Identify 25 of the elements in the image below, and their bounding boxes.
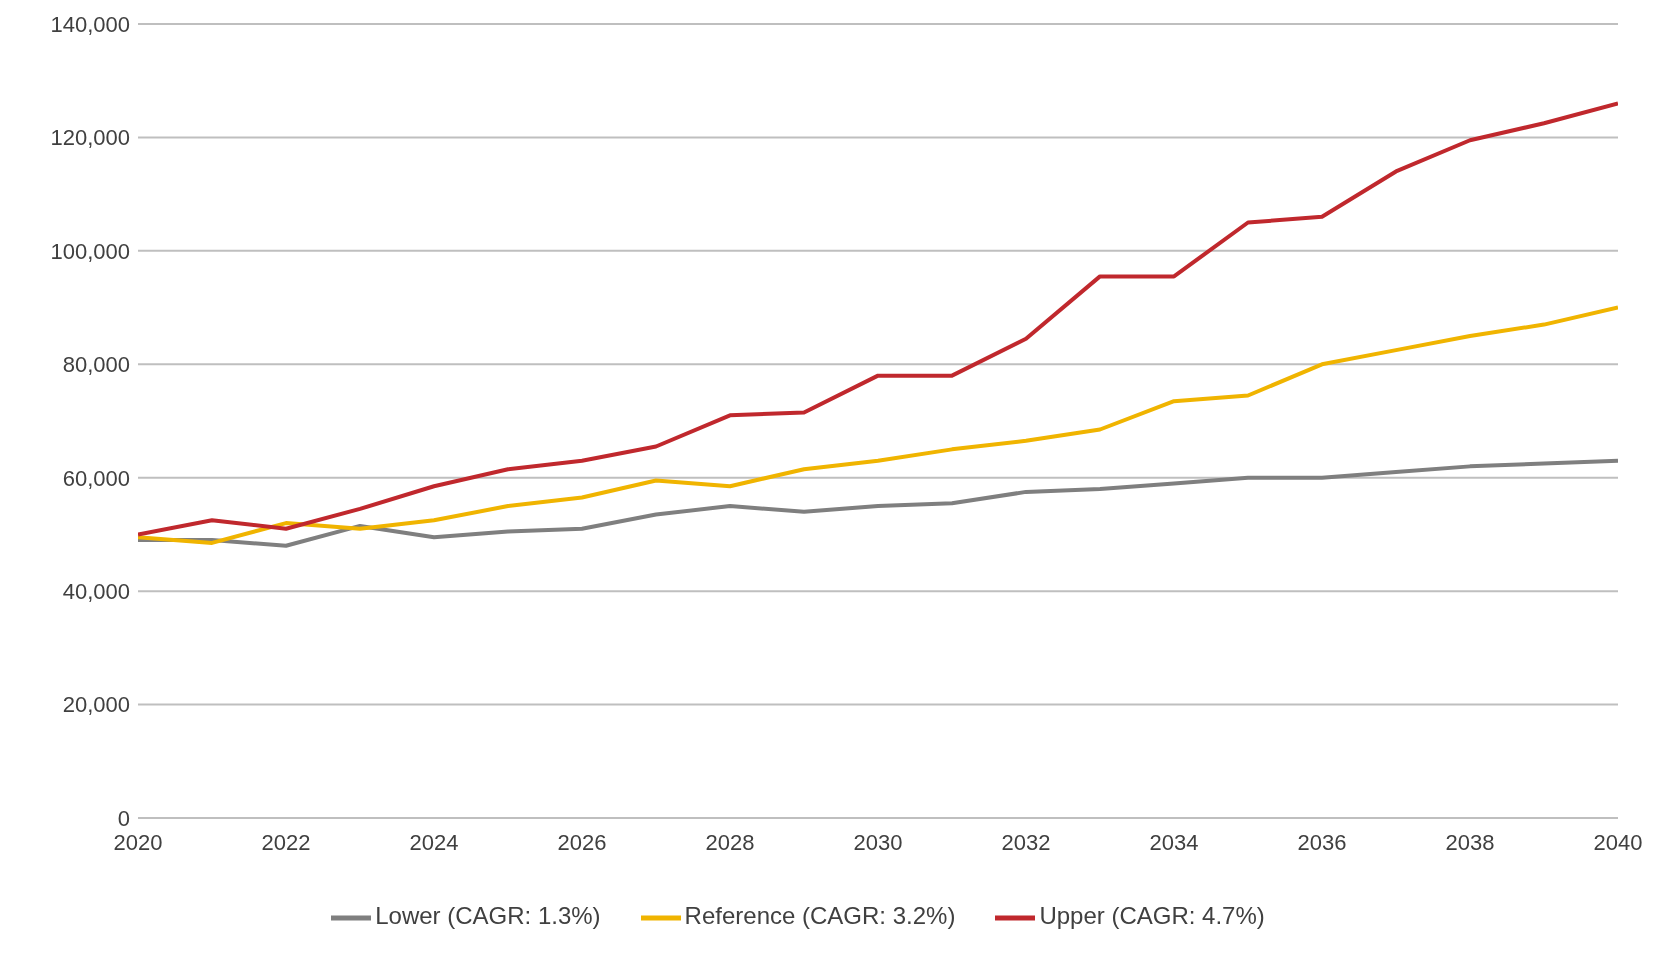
line-series	[138, 458, 1618, 548]
legend-label: Reference (CAGR: 3.2%)	[684, 902, 956, 930]
y-tick-label: 120,000	[50, 125, 130, 151]
x-tick-label: 2026	[557, 829, 607, 855]
y-tick-label: 40,000	[62, 578, 130, 604]
y-tick-label: 140,000	[50, 11, 130, 37]
x-tick-label: 2022	[261, 829, 311, 855]
x-tick-label: 2030	[853, 829, 903, 855]
x-tick-label: 2020	[113, 829, 163, 855]
y-tick-label: 0	[117, 805, 130, 831]
line-series	[138, 305, 1618, 545]
y-tick-label: 100,000	[50, 238, 130, 264]
y-tick-label: 20,000	[62, 692, 130, 718]
x-tick-label: 2040	[1593, 829, 1643, 855]
legend-label: Upper (CAGR: 4.7%)	[1039, 902, 1265, 930]
x-tick-label: 2028	[705, 829, 755, 855]
x-tick-label: 2034	[1149, 829, 1199, 855]
legend-label: Lower (CAGR: 1.3%)	[375, 902, 601, 930]
x-tick-label: 2036	[1297, 829, 1347, 855]
x-tick-label: 2038	[1445, 829, 1495, 855]
y-tick-label: 80,000	[62, 352, 130, 378]
line-series	[138, 101, 1618, 537]
y-tick-label: 60,000	[62, 465, 130, 491]
x-tick-label: 2024	[409, 829, 459, 855]
x-tick-label: 2032	[1001, 829, 1051, 855]
